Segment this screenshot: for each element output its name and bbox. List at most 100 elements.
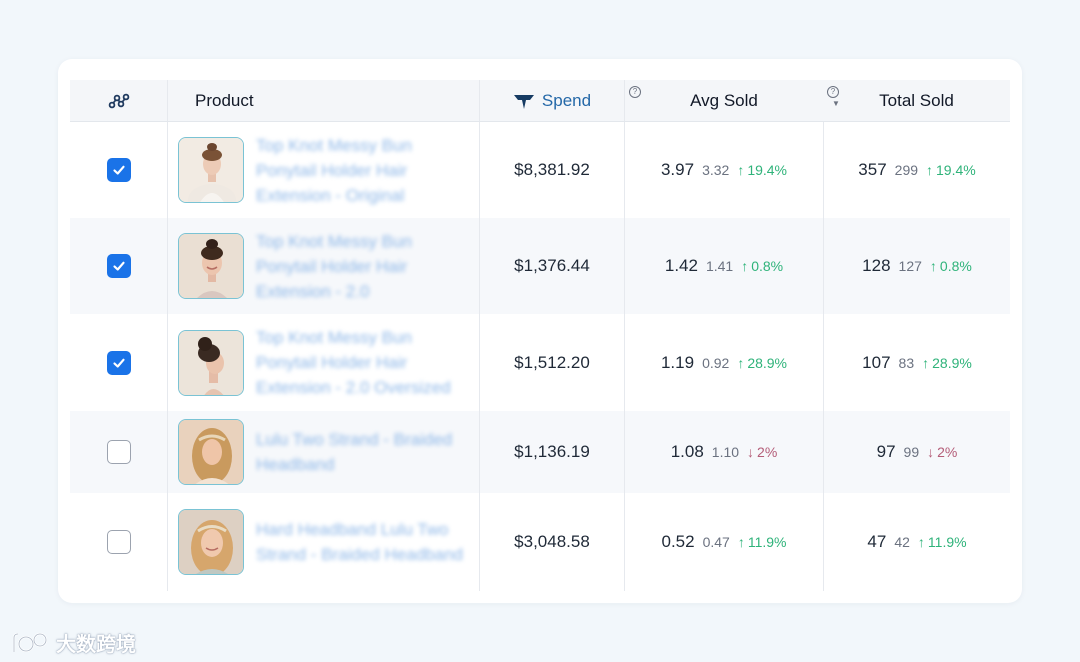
change-percent: 28.9% — [932, 354, 972, 371]
product-header-label: Product — [195, 90, 254, 110]
arrow-up-icon: ↑ — [926, 162, 934, 178]
checkmark-icon — [112, 165, 125, 175]
change-percent: 19.4% — [936, 162, 976, 178]
column-settings-button[interactable] — [70, 80, 167, 121]
avg-sold-previous: 0.92 — [702, 354, 730, 371]
row-select-cell — [70, 122, 167, 218]
total-sold-change: ↑ 28.9% — [922, 355, 972, 371]
avg-sold-value: 1.19 — [660, 352, 695, 372]
total-sold-change: ↑ 11.9% — [918, 534, 967, 550]
product-thumbnail[interactable] — [178, 137, 244, 203]
change-percent: 2% — [757, 444, 778, 460]
avg-sold-cell: 1.08 1.10 ↓ 2% — [624, 411, 823, 493]
change-percent: 28.9% — [747, 354, 788, 371]
total-sold-cell: 357 299 ↑ 19.4% — [823, 122, 1010, 218]
product-name-link[interactable]: Top Knot Messy Bun Ponytail Holder Hair … — [256, 231, 412, 301]
row-checkbox[interactable] — [106, 158, 131, 182]
avg-sold-previous: 1.41 — [705, 258, 734, 274]
arrow-up-icon: ↑ — [737, 354, 745, 371]
spend-value: $1,136.19 — [514, 442, 590, 461]
change-percent: 2% — [937, 444, 958, 460]
spend-cell: $8,381.92 — [479, 122, 624, 218]
avg-sold-value: 0.52 — [661, 532, 695, 551]
avg-sold-change: ↓ 2% — [747, 444, 777, 460]
row-select-cell — [70, 411, 167, 493]
total-sold-change: ↑ 19.4% — [926, 162, 976, 178]
row-checkbox[interactable] — [106, 254, 131, 278]
arrow-down-icon: ↓ — [747, 444, 755, 460]
total-sold-value: 128 — [862, 256, 891, 275]
avg-sold-previous: 3.32 — [702, 162, 730, 178]
total-sold-header-label: Total Sold — [879, 90, 954, 110]
total-sold-value: 97 — [876, 442, 896, 461]
help-icon[interactable]: ? — [827, 86, 839, 98]
row-select-cell — [70, 493, 167, 591]
total-sold-change: ↓ 2% — [927, 444, 957, 460]
arrow-up-icon: ↑ — [737, 534, 745, 550]
avg-sold-previous: 0.47 — [702, 534, 730, 550]
product-name-link[interactable]: Top Knot Messy Bun Ponytail Holder Hair … — [256, 135, 412, 205]
avg-sold-header-label: Avg Sold — [690, 90, 758, 110]
total-sold-change: ↑ 0.8% — [930, 258, 972, 274]
spend-cell: $1,376.44 — [479, 218, 624, 314]
total-sold-column-header[interactable]: ? ▼ Total Sold — [823, 80, 1010, 121]
product-column-header[interactable]: Product — [167, 80, 479, 121]
woman-bun-profile-photo-icon — [179, 330, 243, 395]
product-table-card: Product Spend ? Avg Sold ? ▼ Total Sold — [58, 59, 1022, 603]
table-row: Lulu Two Strand - Braided Headband $1,13… — [70, 411, 1010, 493]
spend-value: $8,381.92 — [514, 160, 590, 179]
avg-sold-change: ↑ 28.9% — [737, 355, 787, 371]
change-percent: 19.4% — [747, 162, 788, 178]
arrow-up-icon: ↑ — [741, 258, 749, 274]
table-row: Top Knot Messy Bun Ponytail Holder Hair … — [70, 218, 1010, 314]
graph-nodes-icon — [108, 93, 129, 108]
avg-sold-cell: 1.42 1.41 ↑ 0.8% — [624, 218, 823, 314]
row-checkbox[interactable] — [106, 440, 131, 464]
spend-header-label: Spend — [541, 90, 592, 110]
row-checkbox[interactable] — [106, 530, 131, 554]
product-name-link[interactable]: Hard Headband Lulu Two Strand - Braided … — [256, 520, 463, 564]
table-row: Top Knot Messy Bun Ponytail Holder Hair … — [70, 122, 1010, 218]
product-thumbnail[interactable] — [178, 509, 244, 575]
product-thumbnail[interactable] — [178, 329, 244, 396]
spend-value: $1,376.44 — [514, 256, 590, 275]
total-sold-previous: 127 — [898, 258, 922, 274]
total-sold-previous: 99 — [903, 444, 920, 460]
total-sold-cell: 47 42 ↑ 11.9% — [823, 493, 1010, 591]
product-thumbnail[interactable] — [178, 419, 244, 485]
product-name-link[interactable]: Top Knot Messy Bun Ponytail Holder Hair … — [256, 328, 451, 397]
spend-cell: $3,048.58 — [479, 493, 624, 591]
total-sold-previous: 83 — [898, 354, 915, 371]
total-sold-cell: 97 99 ↓ 2% — [823, 411, 1010, 493]
total-sold-cell: 128 127 ↑ 0.8% — [823, 218, 1010, 314]
watermark-logo-icon — [12, 632, 48, 652]
product-name-link[interactable]: Lulu Two Strand - Braided Headband — [256, 430, 453, 474]
spend-value: $1,512.20 — [514, 352, 590, 372]
avg-sold-column-header[interactable]: ? Avg Sold — [624, 80, 823, 121]
avg-sold-previous: 1.10 — [711, 444, 740, 460]
spend-column-header[interactable]: Spend — [479, 80, 624, 121]
woman-headband-photo-icon — [179, 420, 243, 484]
brand-logo-icon — [513, 94, 534, 109]
total-sold-previous: 42 — [894, 534, 910, 550]
total-sold-previous: 299 — [894, 162, 919, 178]
product-cell: Top Knot Messy Bun Ponytail Holder Hair … — [167, 218, 479, 314]
sort-down-icon[interactable]: ▼ — [832, 99, 840, 108]
avg-sold-value: 1.08 — [670, 442, 704, 461]
product-cell: Top Knot Messy Bun Ponytail Holder Hair … — [167, 314, 479, 411]
change-percent: 0.8% — [939, 258, 972, 274]
help-icon[interactable]: ? — [629, 86, 641, 98]
table-row: Top Knot Messy Bun Ponytail Holder Hair … — [70, 314, 1010, 411]
arrow-down-icon: ↓ — [927, 444, 935, 460]
watermark: 大数跨境 — [10, 628, 136, 657]
total-sold-value: 107 — [862, 352, 891, 372]
arrow-up-icon: ↑ — [929, 258, 937, 274]
product-thumbnail[interactable] — [178, 233, 244, 299]
avg-sold-value: 1.42 — [664, 256, 698, 275]
avg-sold-cell: 3.97 3.32 ↑ 19.4% — [624, 122, 823, 218]
woman-bun-photo-icon — [179, 138, 243, 202]
product-cell: Lulu Two Strand - Braided Headband — [167, 411, 479, 493]
arrow-up-icon: ↑ — [917, 534, 925, 550]
avg-sold-change: ↑ 11.9% — [738, 534, 787, 550]
row-checkbox[interactable] — [106, 350, 131, 375]
